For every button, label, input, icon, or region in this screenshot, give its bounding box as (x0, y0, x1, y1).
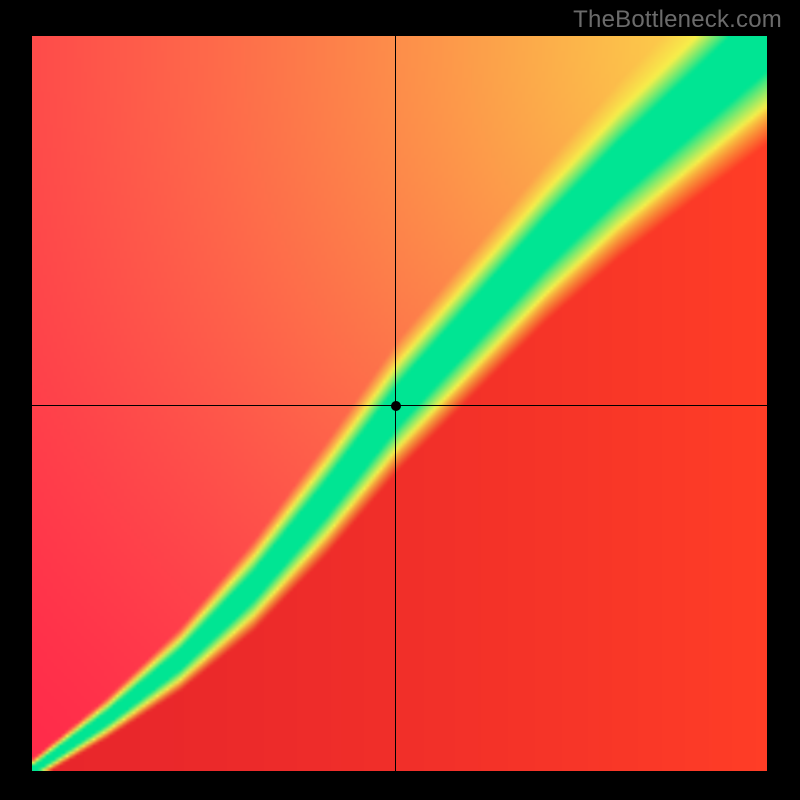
watermark-text: TheBottleneck.com (573, 6, 782, 34)
chart-container: TheBottleneck.com (0, 0, 800, 800)
data-point-marker (391, 401, 401, 411)
